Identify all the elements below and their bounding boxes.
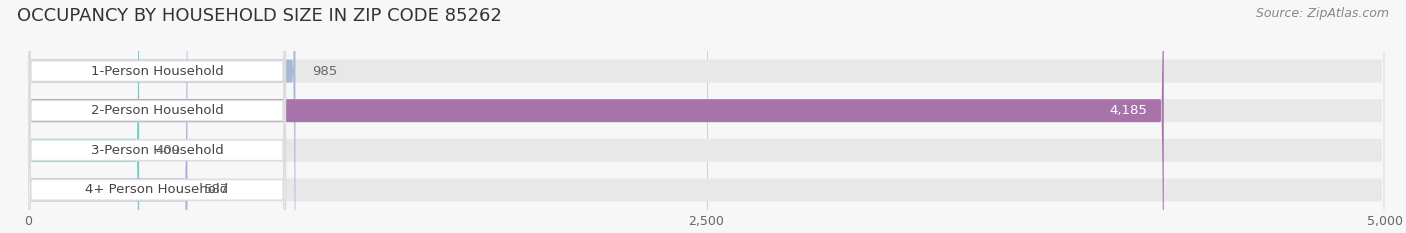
Text: 587: 587 [204,183,229,196]
Text: 2-Person Household: 2-Person Household [90,104,224,117]
FancyBboxPatch shape [28,0,295,233]
FancyBboxPatch shape [28,0,1385,233]
FancyBboxPatch shape [28,0,285,233]
Text: 4+ Person Household: 4+ Person Household [86,183,229,196]
FancyBboxPatch shape [28,0,1385,233]
Text: 1-Person Household: 1-Person Household [90,65,224,78]
FancyBboxPatch shape [28,0,285,233]
Text: 3-Person Household: 3-Person Household [90,144,224,157]
Text: 985: 985 [312,65,337,78]
FancyBboxPatch shape [28,0,1385,233]
Text: 4,185: 4,185 [1109,104,1147,117]
Text: Source: ZipAtlas.com: Source: ZipAtlas.com [1256,7,1389,20]
Text: 409: 409 [156,144,180,157]
FancyBboxPatch shape [28,0,1385,233]
Text: OCCUPANCY BY HOUSEHOLD SIZE IN ZIP CODE 85262: OCCUPANCY BY HOUSEHOLD SIZE IN ZIP CODE … [17,7,502,25]
FancyBboxPatch shape [28,0,139,233]
FancyBboxPatch shape [28,0,285,233]
FancyBboxPatch shape [28,0,187,233]
FancyBboxPatch shape [28,0,1164,233]
FancyBboxPatch shape [28,0,285,233]
